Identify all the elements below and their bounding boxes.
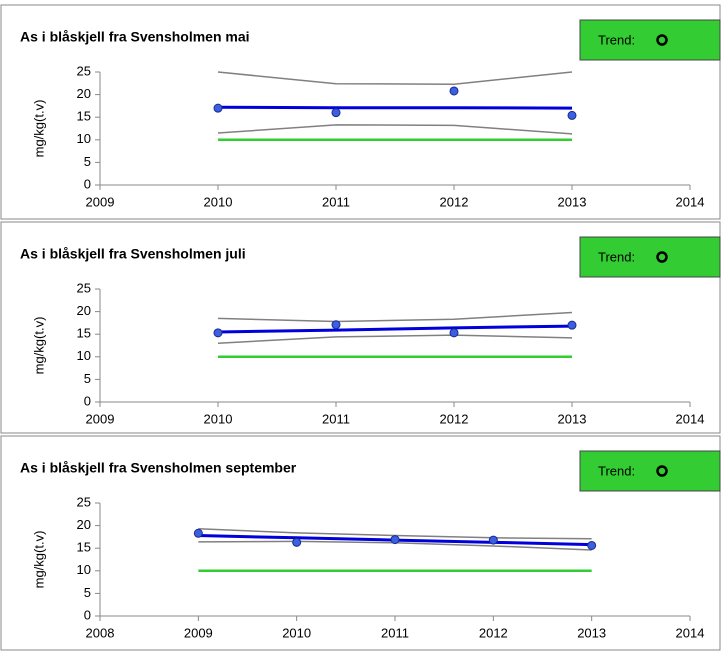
x-tick-label: 2010 [204,194,233,209]
data-point [390,535,400,545]
y-tick-label: 15 [77,540,91,555]
trend-label: Trend: [598,463,635,478]
x-tick-label: 2012 [440,194,469,209]
y-tick-label: 15 [77,326,91,341]
x-tick-label: 2012 [440,411,469,426]
trend-icon [656,34,668,46]
trend-label: Trend: [598,32,635,47]
y-tick-label: 0 [84,607,91,622]
x-tick-label: 2014 [676,411,705,426]
y-axis-label: mg/kg(t.v) [31,531,46,589]
data-point [449,328,459,338]
series-line [217,334,573,344]
data-point [213,328,223,338]
chart-panel: As i blåskjell fra Svensholmen juli Trend… [0,221,721,434]
x-tick-label: 2010 [204,411,233,426]
x-tick-label: 2009 [86,194,115,209]
x-tick-label: 2014 [676,194,705,209]
chart-title: As i blåskjell fra Svensholmen juli [20,246,246,262]
x-tick-label: 2014 [676,625,705,640]
y-tick-label: 0 [84,176,91,191]
y-tick-label: 10 [77,131,91,146]
x-tick-label: 2013 [577,625,606,640]
x-tick-label: 2013 [558,411,587,426]
x-tick-label: 2011 [322,194,350,209]
trend-icon [656,251,668,263]
chart-title: As i blåskjell fra Svensholmen mai [20,29,250,45]
y-axis-label: mg/kg(t.v) [31,317,46,375]
chart-panel: As i blåskjell fra Svensholmen september… [0,435,721,651]
data-point [449,86,459,96]
data-point [193,528,203,538]
x-tick-label: 2012 [479,625,508,640]
data-point [567,110,577,120]
series-line [217,71,573,85]
trend-box [579,236,721,278]
y-tick-label: 0 [84,393,91,408]
y-tick-label: 10 [77,562,91,577]
x-tick-label: 2008 [86,625,115,640]
y-tick-label: 25 [77,494,91,509]
trend-icon [656,465,668,477]
data-point [331,108,341,118]
x-tick-label: 2010 [282,625,311,640]
series-line [217,124,573,135]
data-point [587,540,597,550]
y-tick-label: 25 [77,280,91,295]
trend-box [579,450,721,492]
series-line [217,311,573,323]
y-tick-label: 20 [77,86,91,101]
y-tick-label: 10 [77,348,91,363]
y-tick-label: 5 [84,371,91,386]
y-tick-label: 15 [77,109,91,124]
data-point [331,320,341,330]
chart-panel: As i blåskjell fra Svensholmen mai Trend:… [0,4,721,220]
x-tick-label: 2009 [86,411,115,426]
x-tick-label: 2011 [322,411,350,426]
y-tick-label: 20 [77,517,91,532]
data-point [567,320,577,330]
trend-label: Trend: [598,249,635,264]
chart-title: As i blåskjell fra Svensholmen september [20,460,297,476]
data-point [292,537,302,547]
x-tick-label: 2009 [184,625,213,640]
y-axis-label: mg/kg(t.v) [31,100,46,158]
series-line [217,324,573,334]
x-tick-label: 2013 [558,194,587,209]
trend-box [579,19,721,61]
x-tick-label: 2011 [381,625,409,640]
y-tick-label: 25 [77,63,91,78]
y-tick-label: 5 [84,585,91,600]
y-tick-label: 5 [84,154,91,169]
series-line [217,105,573,110]
data-point [213,103,223,113]
data-point [488,535,498,545]
y-tick-label: 20 [77,303,91,318]
